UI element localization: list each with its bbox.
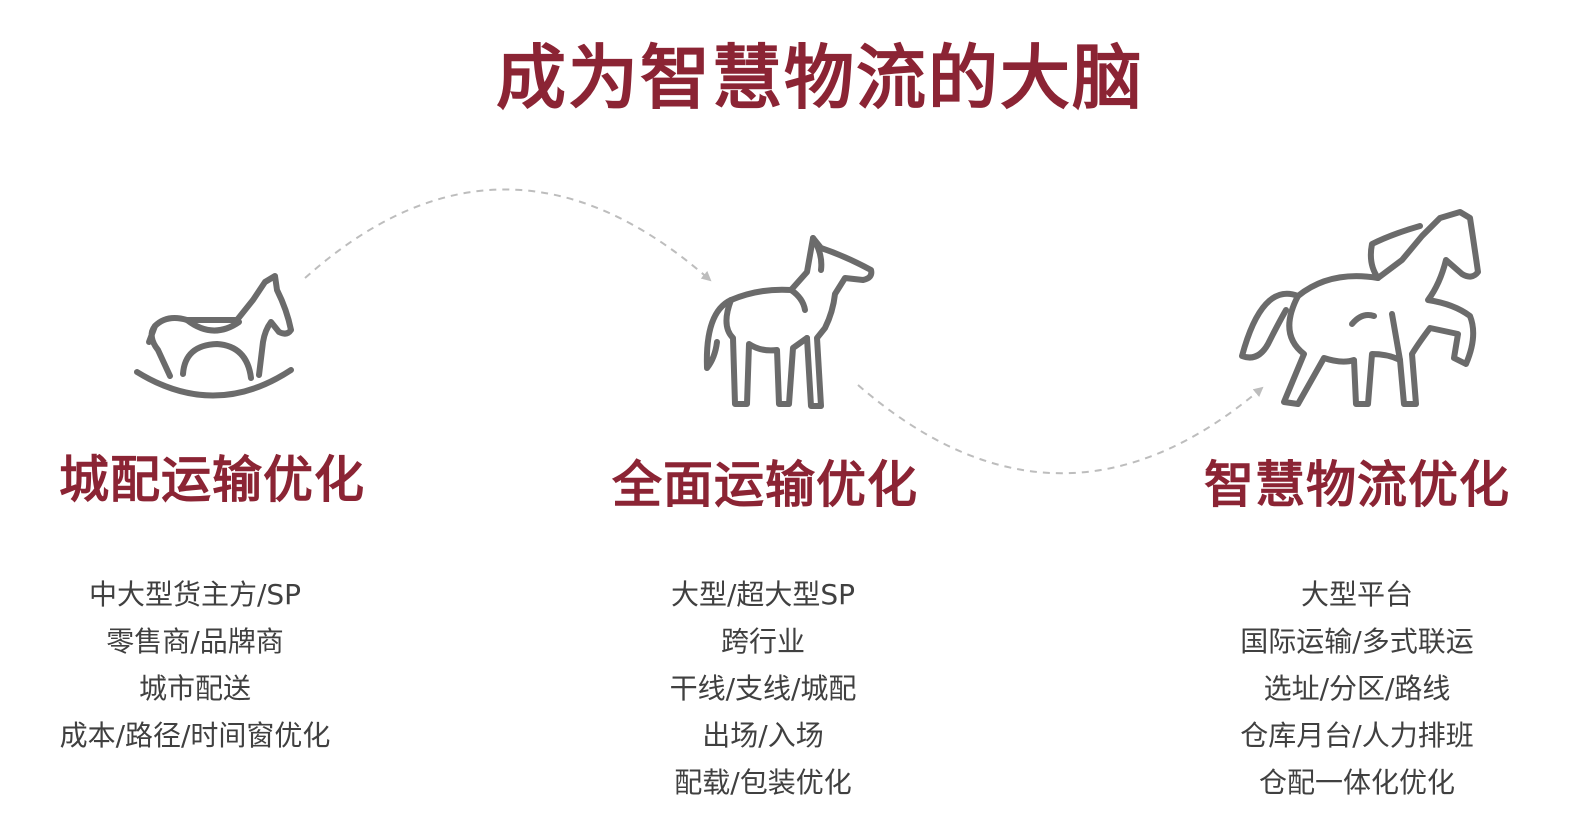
list-item: 大型平台	[1300, 578, 1413, 611]
rearing-horse-icon	[1239, 209, 1481, 407]
list-item: 中大型货主方/SP	[88, 578, 302, 611]
list-item: 出场/入场	[702, 719, 824, 752]
stage-title-city-delivery: 城配运输优化	[59, 451, 365, 509]
list-item: 成本/路径/时间窗优化	[59, 719, 331, 752]
list-item: 干线/支线/城配	[669, 672, 857, 705]
page-title: 成为智慧物流的大脑	[496, 37, 1144, 119]
list-item: 零售商/品牌商	[106, 625, 284, 658]
arrow-stage1-to-stage2	[304, 188, 712, 282]
rocking-horse-icon	[134, 273, 294, 399]
stage-title-full-transport: 全面运输优化	[612, 456, 918, 514]
horse-icon	[703, 235, 875, 409]
stage-title-smart-logistics: 智慧物流优化	[1204, 456, 1510, 514]
stage-list-full-transport: 大型/超大型SP 跨行业 干线/支线/城配 出场/入场 配载/包装优化	[563, 571, 963, 806]
list-item: 选址/分区/路线	[1263, 672, 1451, 705]
list-item: 配载/包装优化	[674, 766, 852, 799]
list-item: 仓配一体化优化	[1258, 766, 1455, 799]
stage-list-city-delivery: 中大型货主方/SP 零售商/品牌商 城市配送 成本/路径/时间窗优化	[0, 571, 395, 759]
list-item: 国际运输/多式联运	[1240, 625, 1474, 658]
arrow-stage2-to-stage3	[857, 384, 1264, 475]
list-item: 跨行业	[720, 625, 805, 658]
list-item: 仓库月台/人力排班	[1240, 719, 1474, 752]
list-item: 城市配送	[138, 672, 251, 705]
stage-list-smart-logistics: 大型平台 国际运输/多式联运 选址/分区/路线 仓库月台/人力排班 仓配一体化优…	[1157, 571, 1557, 806]
list-item: 大型/超大型SP	[670, 578, 856, 611]
